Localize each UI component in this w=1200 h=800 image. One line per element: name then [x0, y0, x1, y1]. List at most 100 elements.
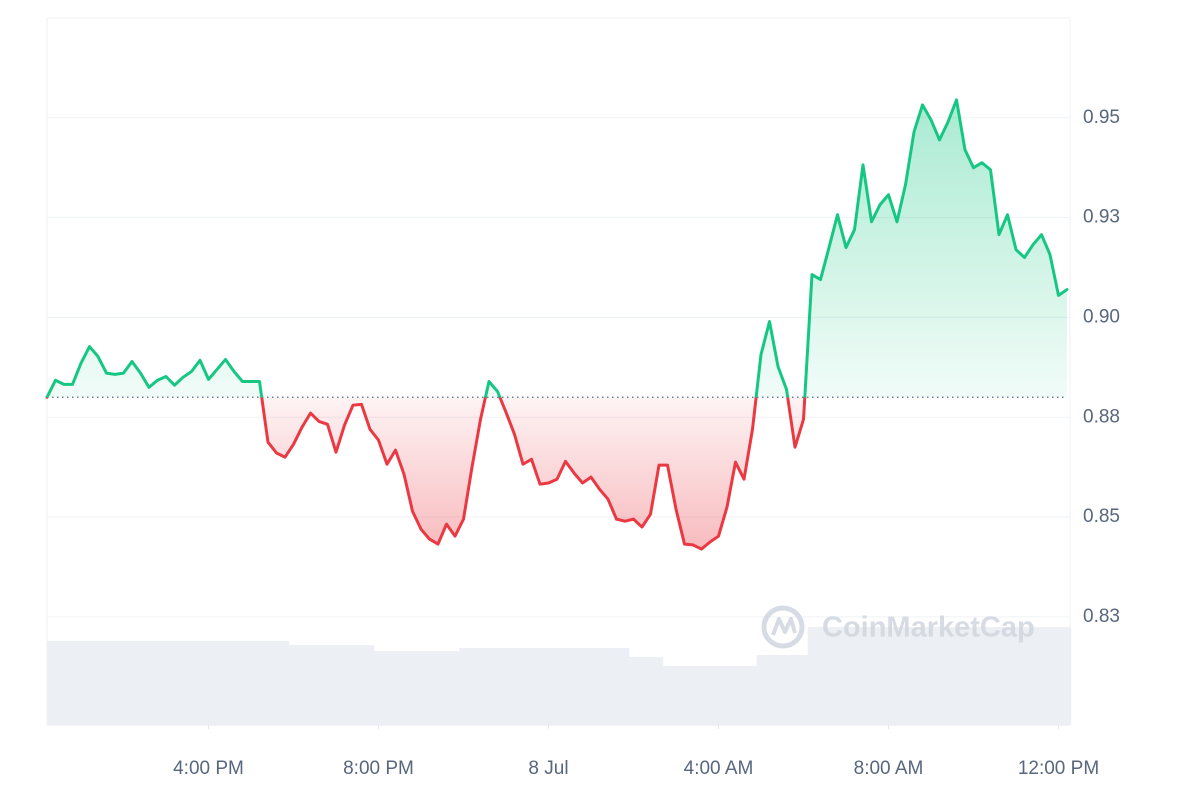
y-tick-label: 0.83	[1083, 606, 1120, 627]
plot	[45, 98, 1069, 551]
volume-bar	[76, 641, 86, 725]
volume-bar	[484, 648, 494, 725]
volume-bar	[450, 651, 460, 725]
volume-bar	[323, 645, 332, 725]
volume-bar	[790, 655, 800, 725]
y-tick-label: 0.85	[1083, 506, 1120, 527]
volume-bar	[816, 627, 825, 725]
volume-bar	[935, 627, 944, 725]
volume-bar	[85, 641, 94, 725]
volume-bar	[637, 657, 647, 725]
y-tick-label: 0.88	[1083, 406, 1120, 427]
volume-bar	[238, 641, 247, 725]
volume-bar	[986, 627, 995, 725]
volume-bar	[654, 657, 664, 725]
volume-bar	[535, 648, 545, 725]
volume-bar	[1054, 627, 1063, 725]
volume-bar	[195, 641, 205, 725]
volume-bar	[646, 657, 655, 725]
volume-bar	[399, 651, 409, 725]
x-tick-label: 4:00 AM	[684, 758, 754, 779]
volume-bar	[229, 641, 239, 725]
volume-bar	[867, 627, 876, 725]
volume-bar	[620, 648, 630, 725]
volume-bar	[977, 627, 987, 725]
volume-bar	[272, 641, 281, 725]
price-line	[45, 98, 1069, 551]
volume-bar	[739, 666, 749, 725]
volume-bar	[246, 641, 256, 725]
volume-bar	[119, 641, 128, 725]
volume-bar	[952, 627, 961, 725]
y-tick-label: 0.95	[1083, 107, 1120, 128]
volume-bar	[603, 648, 613, 725]
volume-bar	[833, 627, 842, 725]
x-tick-label: 8:00 PM	[343, 758, 414, 779]
x-tick-label: 8 Jul	[528, 758, 568, 779]
volume-bar	[731, 666, 740, 725]
volume-bar	[68, 641, 77, 725]
volume-bar	[892, 627, 902, 725]
volume-bar	[467, 648, 477, 725]
volume-bar	[476, 648, 485, 725]
volume-bar	[187, 641, 196, 725]
volume-bar	[170, 641, 179, 725]
volume-bar	[204, 641, 213, 725]
watermark: CoinMarketCap	[761, 605, 1035, 649]
volume-bar	[382, 651, 392, 725]
volume-bar	[493, 648, 502, 725]
axes: 0.83 0.85 0.88 0.90 0.93 0.95 4:00 PM 8:00 PM 8 …	[173, 107, 1120, 779]
volume-bar	[1037, 627, 1046, 725]
volume-bar	[714, 666, 723, 725]
volume-bar	[561, 648, 570, 725]
watermark-text: CoinMarketCap	[822, 612, 1035, 644]
volume-bar	[102, 641, 111, 725]
volume-bar	[1028, 627, 1038, 725]
watermark-logo-mark	[771, 617, 797, 636]
volume-bar	[289, 645, 298, 725]
volume-bar	[688, 666, 698, 725]
volume-bar	[357, 645, 366, 725]
volume-bar	[722, 666, 732, 725]
volume-bar	[374, 651, 383, 725]
volume-bar	[348, 645, 358, 725]
volume-bar	[680, 666, 689, 725]
volume-bar	[586, 648, 596, 725]
volume-bar	[629, 657, 638, 725]
volume-bar	[994, 627, 1004, 725]
volume-bar	[552, 648, 562, 725]
volume-bar	[280, 641, 290, 725]
volume-bar	[110, 641, 120, 725]
volume-bar	[569, 648, 579, 725]
volume-bar	[331, 645, 341, 725]
volume-bar	[960, 627, 970, 725]
volume-bar	[340, 645, 349, 725]
y-tick-label: 0.93	[1083, 207, 1120, 228]
volume-bar	[51, 641, 60, 725]
volume-bar	[161, 641, 171, 725]
x-tick-label: 8:00 AM	[854, 758, 924, 779]
volume-bar	[263, 641, 273, 725]
volume-bar	[697, 666, 706, 725]
volume-bar	[255, 641, 264, 725]
x-tick-label: 4:00 PM	[173, 758, 244, 779]
volume-bar	[858, 627, 868, 725]
volume-bar	[365, 645, 375, 725]
volume-bar	[943, 627, 953, 725]
y-tick-label: 0.90	[1083, 306, 1120, 327]
volume-bar	[884, 627, 893, 725]
volume-bar	[748, 666, 757, 725]
volume-bar	[901, 627, 910, 725]
volume-bar	[459, 648, 468, 725]
volume-bar	[501, 648, 511, 725]
volume-bar	[425, 651, 434, 725]
volume-bar	[59, 641, 69, 725]
volume-bar	[93, 641, 103, 725]
volume-bar	[314, 645, 324, 725]
x-tick-label: 12:00 PM	[1018, 758, 1099, 779]
volume-bar	[595, 648, 604, 725]
volume-bar	[765, 655, 774, 725]
volume-bar	[221, 641, 230, 725]
volume-bars	[47, 627, 1072, 725]
